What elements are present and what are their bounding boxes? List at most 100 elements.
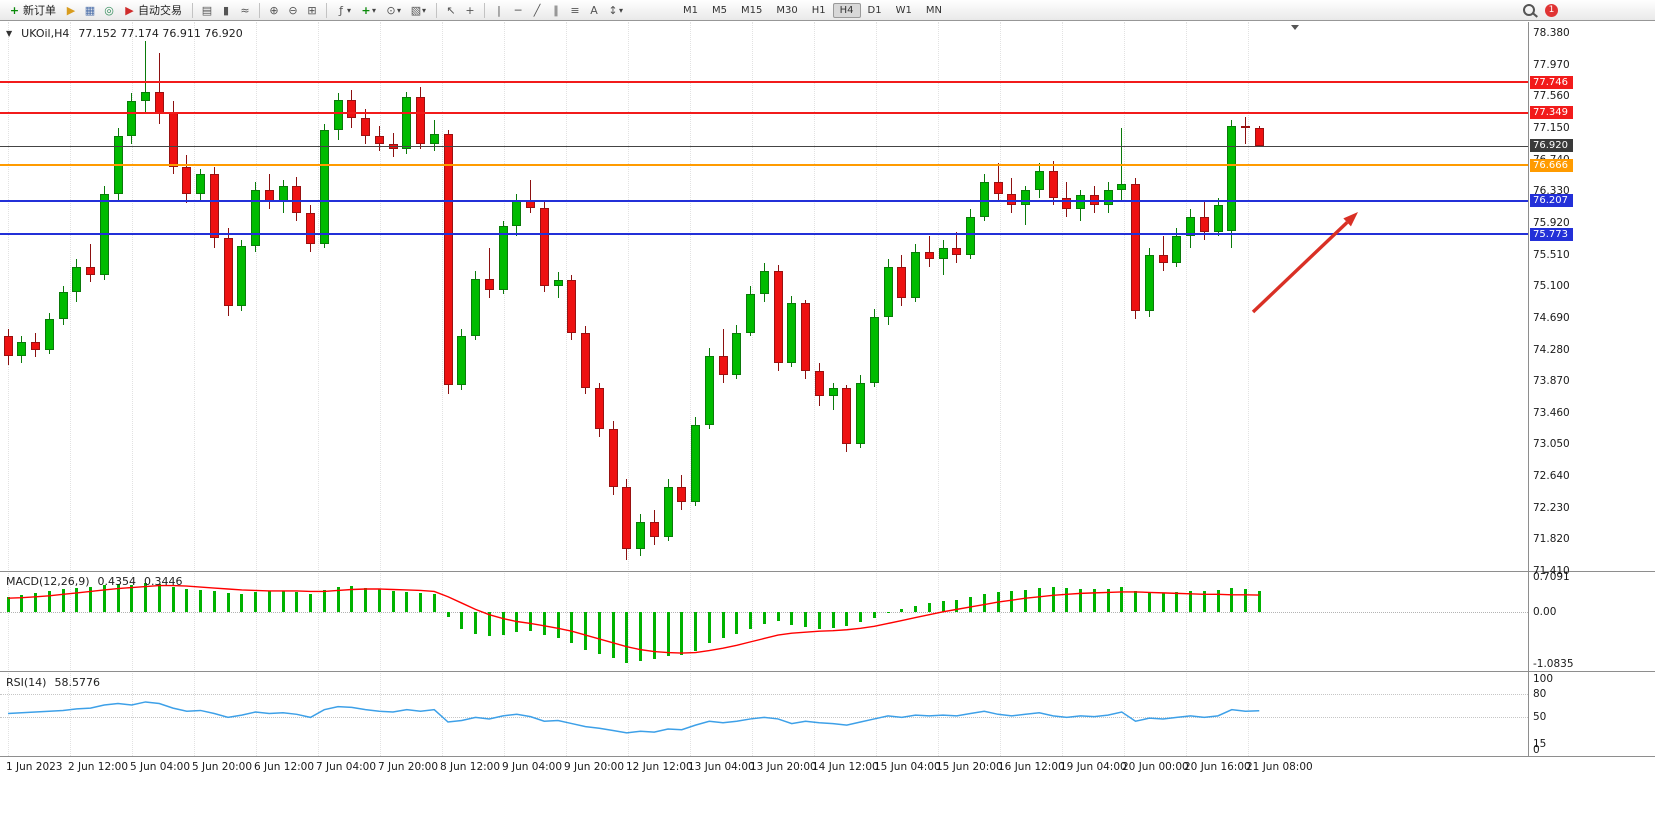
timeframe-button-m30[interactable]: M30 [776, 4, 798, 16]
text-tool-icon[interactable]: A [590, 3, 598, 17]
hline-price-tag: 76.207 [1530, 194, 1573, 208]
bars-chart-icon[interactable]: ▤ [201, 3, 213, 17]
candle [168, 112, 178, 167]
horizontal-line-object[interactable] [0, 233, 1528, 236]
macd-histogram-bar [804, 611, 807, 628]
panel-separator[interactable] [0, 571, 1655, 572]
fibonacci-tool-icon[interactable]: ≡ [570, 3, 580, 17]
candle [1241, 125, 1250, 129]
candle-wick [145, 40, 146, 113]
rsi-value: 58.5776 [54, 676, 100, 689]
indicators-icon[interactable]: ƒ [339, 3, 343, 17]
periods-caret-icon[interactable]: ▾ [397, 5, 402, 15]
candle [1007, 193, 1017, 206]
time-axis-label: 13 Jun 04:00 [688, 761, 755, 773]
macd-histogram-bar [556, 611, 560, 639]
time-axis-label: 7 Jun 20:00 [378, 761, 439, 773]
candle [333, 99, 343, 131]
candle [196, 174, 205, 194]
horizontal-line-object[interactable] [0, 199, 1528, 202]
panel-separator[interactable] [0, 671, 1655, 672]
candle [182, 166, 192, 194]
candle [539, 207, 549, 287]
macd-histogram-bar [267, 591, 271, 612]
crosshair-icon[interactable]: + [465, 3, 475, 17]
time-axis-label: 1 Jun 2023 [6, 761, 63, 773]
timeframe-button-mn[interactable]: MN [925, 4, 942, 16]
tile-windows-icon[interactable]: ⊞ [307, 3, 317, 17]
time-axis-label: 15 Jun 04:00 [874, 761, 941, 773]
chart-autoscroll-marker[interactable] [1291, 25, 1299, 30]
macd-histogram-bar [1065, 587, 1069, 612]
add-indicator-icon[interactable]: + [361, 3, 371, 17]
macd-histogram-bar [405, 592, 409, 612]
candle [966, 216, 975, 256]
zoom-out-icon[interactable]: ⊖ [288, 3, 298, 17]
template-caret-icon[interactable]: ▾ [422, 5, 427, 15]
grid-vline [442, 22, 443, 756]
toolbar-separator [326, 2, 327, 18]
zoom-in-icon[interactable]: ⊕ [269, 3, 279, 17]
trend-arrow-line[interactable] [1251, 221, 1349, 314]
horizontal-line-object[interactable] [0, 81, 1528, 84]
macd-histogram-bar [542, 611, 546, 636]
cursor-icon[interactable]: ↖ [446, 3, 456, 17]
horizontal-line-tool-icon[interactable]: ─ [514, 3, 522, 17]
macd-histogram-bar [226, 593, 230, 612]
line-chart-icon[interactable]: ≈ [240, 3, 250, 17]
timeframe-button-h4[interactable]: H4 [832, 2, 861, 18]
grid-vline [876, 22, 877, 756]
candle [924, 251, 934, 260]
shapes-tool-icon[interactable]: ↕ [608, 3, 618, 17]
add-indicator-caret-icon[interactable]: ▾ [372, 5, 377, 15]
auto-trading-icon: ▶ [125, 3, 134, 17]
macd-histogram-bar [1051, 586, 1055, 612]
timeframe-button-m1[interactable]: M1 [683, 4, 698, 16]
price-axis-label: 72.230 [1533, 501, 1570, 514]
trade-levels-icon[interactable]: ▶ [66, 3, 76, 17]
search-symbol-icon[interactable] [1520, 2, 1538, 19]
horizontal-line-object[interactable] [0, 111, 1528, 114]
macd-histogram-bar [666, 611, 670, 657]
macd-histogram-bar [1134, 591, 1137, 612]
template-icon[interactable]: ▧ [410, 3, 422, 17]
new-order-button[interactable]: + 新订单 [4, 1, 61, 20]
one-click-trading-toggle-icon[interactable]: ▼ [6, 29, 13, 38]
candle-wick [832, 382, 834, 410]
vertical-line-tool-icon[interactable]: | [497, 3, 501, 17]
shapes-caret-icon[interactable]: ▾ [619, 5, 624, 15]
macd-histogram-bar [487, 611, 491, 637]
rsi-label: RSI(14) 58.5776 [6, 676, 100, 689]
indicators-caret-icon[interactable]: ▾ [347, 5, 352, 15]
hline-price-tag: 76.666 [1530, 158, 1573, 172]
macd-histogram-bar [694, 611, 697, 651]
candle-wick [1245, 116, 1246, 144]
sound-icon[interactable]: ◎ [104, 3, 114, 17]
grid-vline [566, 22, 567, 756]
rsi-axis-label: 50 [1533, 711, 1547, 724]
rsi-axis-label: 15 [1533, 738, 1547, 751]
grid-vline [194, 22, 195, 756]
candle [58, 292, 68, 319]
chart-window-icon[interactable]: ▦ [84, 3, 96, 17]
notification-badge[interactable]: 1 [1545, 3, 1558, 17]
price-axis-label: 74.690 [1533, 311, 1570, 324]
candle [251, 189, 260, 247]
periods-clock-icon[interactable]: ⊙ [386, 3, 396, 17]
timeframe-button-h1[interactable]: H1 [811, 4, 826, 16]
candlestick-chart-icon[interactable]: ▮ [222, 3, 230, 17]
timeframe-button-d1[interactable]: D1 [867, 4, 882, 16]
macd-histogram-bar [474, 611, 477, 634]
candle [1117, 184, 1127, 190]
timeframe-button-m5[interactable]: M5 [712, 4, 727, 16]
channel-tool-icon[interactable]: ∥ [553, 3, 559, 17]
horizontal-line-object[interactable] [0, 164, 1528, 167]
grid-vline [318, 22, 319, 756]
timeframe-button-m15[interactable]: M15 [741, 4, 763, 16]
timeframe-button-w1[interactable]: W1 [895, 4, 912, 16]
auto-trading-button[interactable]: ▶ 自动交易 [119, 1, 187, 20]
macd-histogram-bar [900, 609, 904, 612]
trendline-tool-icon[interactable]: ╱ [533, 3, 541, 17]
new-order-label: 新订单 [23, 4, 56, 17]
